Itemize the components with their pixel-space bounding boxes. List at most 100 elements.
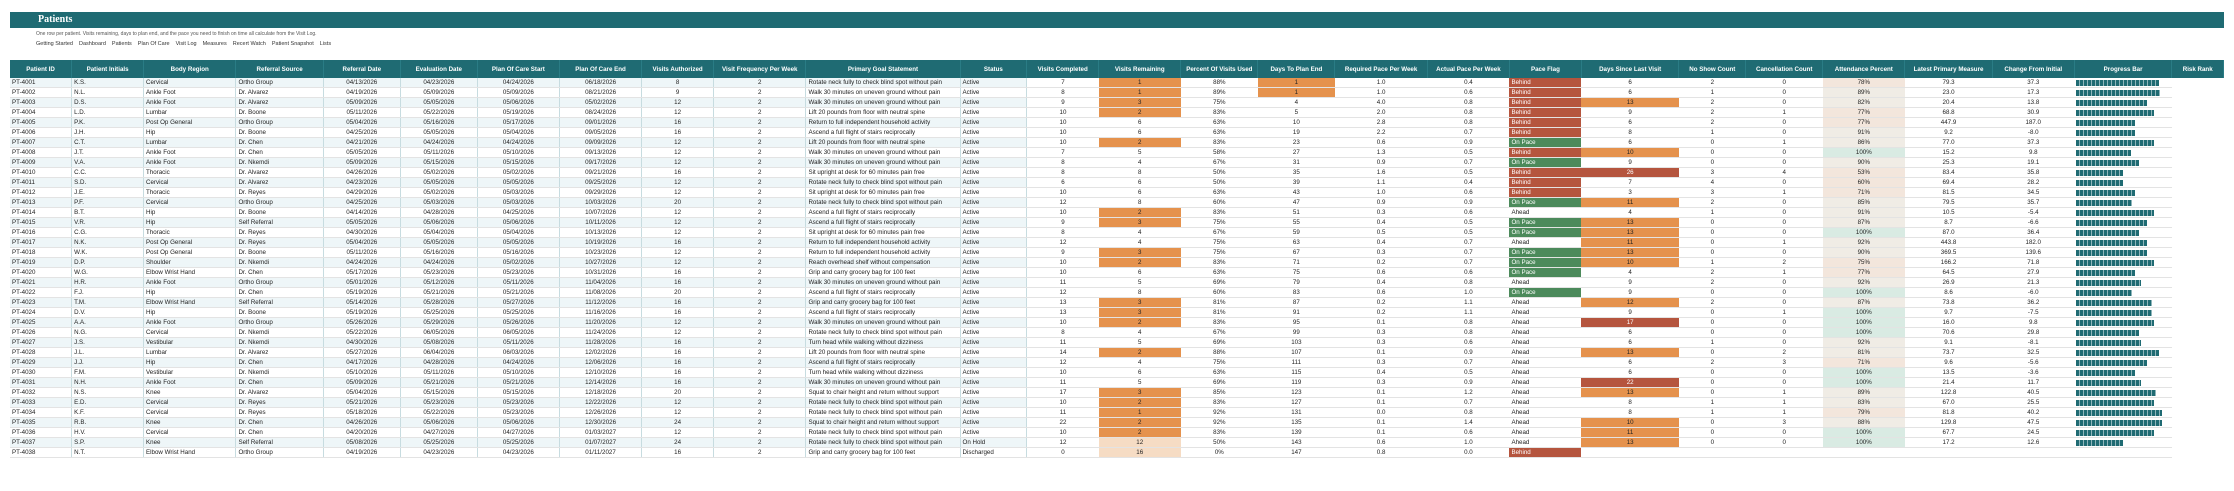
table-cell: 25.5	[1992, 397, 2075, 408]
table-row[interactable]: PT-4036 H.V. Cervical Dr. Chen 04/20/2026 04/…	[10, 427, 2224, 438]
table-cell: 04/25/2026	[477, 207, 560, 218]
table-row[interactable]: PT-4014 B.T. Hip Dr. Boone 04/14/2026 04/28/2…	[10, 207, 2224, 218]
column-header[interactable]: No Show Count	[1678, 60, 1747, 78]
column-header[interactable]: Progress Bar	[2074, 60, 2173, 78]
table-row[interactable]: PT-4012 J.E. Thoracic Dr. Reyes 04/29/2026 05…	[10, 187, 2224, 198]
table-row[interactable]: PT-4021 H.R. Ankle Foot Ortho Group 05/01/20…	[10, 277, 2224, 288]
table-row[interactable]: PT-4018 W.K. Post Op General Dr. Boone 05/11…	[10, 247, 2224, 258]
nav-link[interactable]: Lists	[319, 41, 332, 47]
column-header[interactable]: Evaluation Date	[400, 60, 478, 78]
table-cell: 63	[1257, 237, 1335, 248]
column-header[interactable]: Referral Source	[235, 60, 324, 78]
column-header[interactable]: Visits Authorized	[641, 60, 715, 78]
table-row[interactable]: PT-4028 J.L. Lumbar Dr. Alvarez 05/27/2026 06…	[10, 347, 2224, 358]
column-header[interactable]: Visits Completed	[1026, 60, 1100, 78]
column-header[interactable]: Percent Of Visits Used	[1180, 60, 1259, 78]
column-header[interactable]: Attendance Percent	[1822, 60, 1906, 78]
table-cell: 83%	[1822, 397, 1905, 408]
table-row[interactable]: PT-4037 S.P. Knee Self Referral 05/08/2026 05…	[10, 437, 2224, 448]
table-row[interactable]: PT-4003 D.S. Ankle Foot Dr. Alvarez 05/09/20…	[10, 97, 2224, 108]
table-row[interactable]: PT-4010 C.C. Thoracic Dr. Alvarez 04/26/2026…	[10, 167, 2224, 178]
table-row[interactable]: PT-4024 D.V. Hip Dr. Boone 05/19/2026 05/25/2…	[10, 307, 2224, 318]
table-row[interactable]: PT-4031 N.H. Ankle Foot Dr. Chen 05/09/2026 0…	[10, 377, 2224, 388]
column-header[interactable]: Visits Remaining	[1098, 60, 1182, 78]
column-header[interactable]: Risk Rank	[2171, 60, 2224, 78]
table-row[interactable]: PT-4016 C.G. Thoracic Dr. Reyes 04/30/2026 05…	[10, 227, 2224, 238]
table-row[interactable]: PT-4004 L.D. Lumbar Dr. Boone 05/11/2026 05/2…	[10, 107, 2224, 118]
table-row[interactable]: PT-4020 W.G. Elbow Wrist Hand Dr. Chen 05/17…	[10, 267, 2224, 278]
table-row[interactable]: PT-4027 J.S. Vestibular Dr. Nkemdi 04/30/202…	[10, 337, 2224, 348]
table-row[interactable]: PT-4011 S.D. Cervical Dr. Alvarez 04/23/2026…	[10, 177, 2224, 188]
column-header[interactable]: Visit Frequency Per Week	[713, 60, 807, 78]
table-cell: 05/09/2026	[477, 87, 560, 98]
column-header[interactable]: Plan Of Care Start	[477, 60, 560, 78]
table-row[interactable]: PT-4023 T.M. Elbow Wrist Hand Self Referral…	[10, 297, 2224, 308]
column-header[interactable]: Patient ID	[10, 60, 73, 78]
column-header[interactable]: Referral Date	[323, 60, 401, 78]
table-cell: 11.7	[1992, 377, 2075, 388]
table-row[interactable]: PT-4032 N.S. Knee Dr. Alvarez 05/04/2026 05/1…	[10, 387, 2224, 398]
table-row[interactable]: PT-4033 E.D. Cervical Dr. Reyes 05/21/2026 05…	[10, 397, 2224, 408]
table-row[interactable]: PT-4017 N.K. Post Op General Dr. Reyes 05/04…	[10, 237, 2224, 248]
table-row[interactable]: PT-4022 F.J. Hip Dr. Chen 05/19/2026 05/21/20…	[10, 287, 2224, 298]
nav-link[interactable]: Visit Log	[175, 41, 197, 47]
table-row[interactable]: PT-4034 K.F. Cervical Dr. Reyes 05/18/2026 05…	[10, 407, 2224, 418]
column-header[interactable]: Pace Flag	[1509, 60, 1582, 78]
table-row[interactable]: PT-4007 C.T. Lumbar Dr. Chen 04/21/2026 04/24…	[10, 137, 2224, 148]
column-header[interactable]: Days To Plan End	[1257, 60, 1336, 78]
table-cell: Lift 20 pounds from floor with neutral s…	[805, 107, 961, 118]
nav-link[interactable]: Getting Started	[36, 41, 73, 47]
column-header[interactable]: Latest Primary Measure	[1904, 60, 1993, 78]
table-row[interactable]: PT-4019 D.P. Shoulder Dr. Nkemdi 04/24/2026 0…	[10, 257, 2224, 268]
table-row[interactable]: PT-4008 J.T. Ankle Foot Dr. Chen 05/05/2026 0…	[10, 147, 2224, 158]
nav-link[interactable]: Measures	[202, 41, 227, 47]
table-cell: 04/23/2026	[400, 78, 478, 88]
column-header[interactable]: Change From Initial	[1992, 60, 2075, 78]
table-row[interactable]: PT-4035 R.B. Knee Dr. Chen 04/26/2026 05/06/2…	[10, 417, 2224, 428]
table-row[interactable]: PT-4013 P.F. Cervical Ortho Group 04/25/2026…	[10, 197, 2224, 208]
column-header[interactable]: Actual Pace Per Week	[1427, 60, 1510, 78]
table-cell: 131	[1257, 407, 1335, 418]
table-row[interactable]: PT-4026 N.G. Cervical Dr. Nkemdi 05/22/2026 0…	[10, 327, 2224, 338]
table-row[interactable]: PT-4006 J.H. Hip Dr. Boone 04/25/2026 05/05/2…	[10, 127, 2224, 138]
nav-link[interactable]: Plan Of Care	[137, 41, 170, 47]
table-cell: 0.0	[1334, 407, 1428, 418]
table-row[interactable]: PT-4009 V.A. Ankle Foot Dr. Nkemdi 05/09/202…	[10, 157, 2224, 168]
table-row[interactable]: PT-4025 A.A. Ankle Foot Ortho Group 05/26/20…	[10, 317, 2224, 328]
column-header[interactable]: Status	[960, 60, 1028, 78]
nav-link[interactable]: Dashboard	[79, 41, 106, 47]
column-header[interactable]: Days Since Last Visit	[1581, 60, 1680, 78]
table-cell: 10/07/2026	[559, 207, 643, 218]
table-cell: 04/24/2026	[400, 257, 478, 268]
nav-link[interactable]: Patients	[111, 41, 132, 47]
column-header[interactable]: Required Pace Per Week	[1334, 60, 1428, 78]
table-row[interactable]: PT-4029 J.J. Hip Dr. Chen 04/17/2026 04/28/20…	[10, 357, 2224, 368]
nav-link[interactable]: Recert Watch	[232, 41, 266, 47]
table-cell: 05/18/2026	[323, 407, 401, 418]
table-cell: 75%	[1180, 237, 1258, 248]
table-cell: 111	[1257, 357, 1335, 368]
table-row[interactable]: PT-4001 K.S. Cervical Ortho Group 04/13/2026…	[10, 78, 2224, 88]
table-cell: 1.0	[1334, 187, 1428, 198]
table-row[interactable]: PT-4015 V.R. Hip Self Referral 05/05/2026 05/…	[10, 217, 2224, 228]
column-header[interactable]: Plan Of Care End	[559, 60, 643, 78]
table-row[interactable]: PT-4005 P.K. Post Op General Ortho Group 05/…	[10, 117, 2224, 128]
table-cell: 0.7	[1427, 157, 1510, 168]
table-cell: 28.2	[1992, 177, 2075, 188]
table-cell: 11	[1581, 197, 1679, 208]
table-row[interactable]: PT-4038 N.T. Elbow Wrist Hand Ortho Group 04…	[10, 447, 2224, 458]
table-cell: 05/15/2026	[477, 157, 560, 168]
column-header[interactable]: Patient Initials	[71, 60, 145, 78]
column-header[interactable]: Cancellation Count	[1745, 60, 1824, 78]
nav-link[interactable]: Patient Snapshot	[271, 41, 314, 47]
column-header[interactable]: Primary Goal Statement	[805, 60, 961, 78]
table-cell: 1	[1745, 267, 1823, 278]
table-cell: PT-4035	[10, 417, 73, 428]
table-cell: 2	[713, 347, 807, 358]
column-header[interactable]: Body Region	[143, 60, 237, 78]
progress-bar	[2076, 320, 2154, 326]
table-row[interactable]: PT-4002 N.L. Ankle Foot Dr. Alvarez 04/19/20…	[10, 87, 2224, 98]
table-cell: 05/08/2026	[400, 337, 478, 348]
table-row[interactable]: PT-4030 F.M. Vestibular Dr. Nkemdi 05/10/202…	[10, 367, 2224, 378]
table-cell: 34.5	[1992, 187, 2075, 198]
